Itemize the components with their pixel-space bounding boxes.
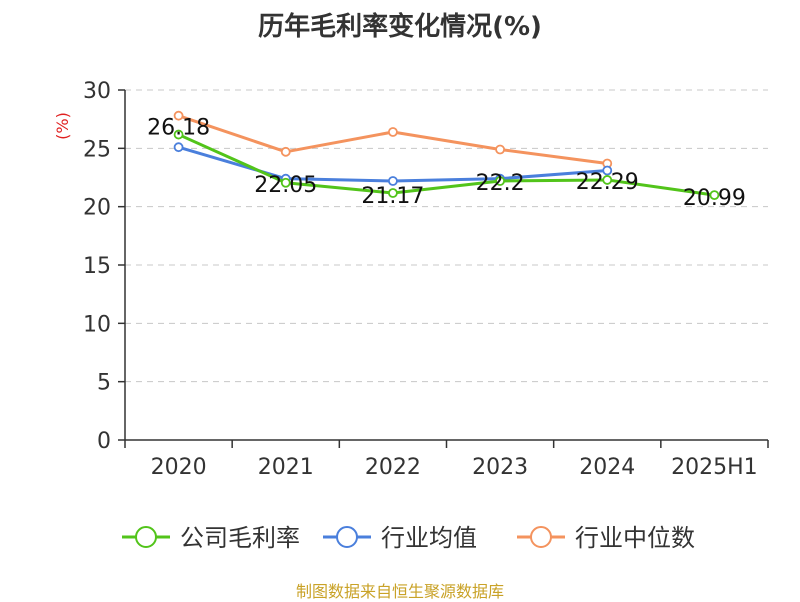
data-point-2 bbox=[280, 146, 291, 157]
series-line-2 bbox=[178, 114, 608, 165]
chart-title: 历年毛利率变化情况(%) bbox=[258, 12, 542, 42]
y-tick-label: 20 bbox=[83, 196, 111, 221]
series-lines bbox=[173, 110, 720, 201]
y-tick-label: 15 bbox=[83, 254, 111, 279]
legend-item-0: 公司毛利率 bbox=[122, 524, 300, 552]
data-point-0 bbox=[280, 177, 291, 188]
legend-label: 行业均值 bbox=[381, 524, 477, 552]
legend-item-1: 行业均值 bbox=[323, 524, 477, 552]
data-point-1 bbox=[173, 142, 184, 153]
x-tick-label: 2021 bbox=[258, 455, 314, 480]
source-note: 制图数据来自恒生聚源数据库 bbox=[295, 582, 504, 601]
legend: 公司毛利率 行业均值 行业中位数 bbox=[122, 524, 695, 552]
grid-lines bbox=[125, 89, 768, 383]
x-tick-label: 2020 bbox=[151, 455, 207, 480]
data-point-0 bbox=[709, 190, 720, 201]
x-tick-label: 2023 bbox=[472, 455, 528, 480]
data-point-1 bbox=[602, 165, 613, 176]
legend-label: 行业中位数 bbox=[575, 524, 695, 552]
legend-label: 公司毛利率 bbox=[180, 524, 300, 552]
data-point-0 bbox=[388, 188, 398, 198]
y-axis-unit-label: (%) bbox=[53, 112, 72, 140]
data-point-0 bbox=[495, 176, 505, 186]
data-label: 26.18 bbox=[147, 116, 210, 141]
series-line-0 bbox=[177, 133, 715, 197]
data-label: 20.99 bbox=[683, 186, 746, 211]
legend-item-2: 行业中位数 bbox=[517, 524, 695, 552]
legend-marker bbox=[336, 526, 358, 548]
data-point-2 bbox=[495, 144, 505, 155]
x-tick-label: 2024 bbox=[579, 455, 635, 480]
legend-marker bbox=[530, 526, 552, 548]
data-label: 22.05 bbox=[254, 173, 317, 198]
data-label: 22.29 bbox=[576, 170, 639, 195]
axes: 0 5 10 15 20 25 30 2020 2021 2022 2023 2024 2025H1 bbox=[83, 79, 769, 480]
data-label: 21.17 bbox=[361, 184, 424, 209]
y-tick-label: 10 bbox=[83, 312, 111, 337]
x-tick-label: 2025H1 bbox=[671, 455, 758, 480]
y-tick-label: 0 bbox=[97, 429, 111, 454]
data-point-2 bbox=[173, 110, 184, 121]
data-point-0 bbox=[602, 175, 613, 185]
y-tick-label: 5 bbox=[97, 371, 111, 396]
y-tick-label: 30 bbox=[83, 79, 111, 104]
y-tick-label: 25 bbox=[83, 137, 111, 162]
data-point-0 bbox=[173, 129, 184, 140]
data-label: 22.2 bbox=[476, 171, 525, 196]
data-point-1 bbox=[388, 176, 398, 186]
x-tick-label: 2022 bbox=[365, 455, 421, 480]
legend-marker bbox=[135, 526, 157, 548]
data-labels: 26.18 22.05 21.17 22.2 22.29 20.99 bbox=[147, 116, 746, 212]
data-point-2 bbox=[388, 127, 398, 137]
